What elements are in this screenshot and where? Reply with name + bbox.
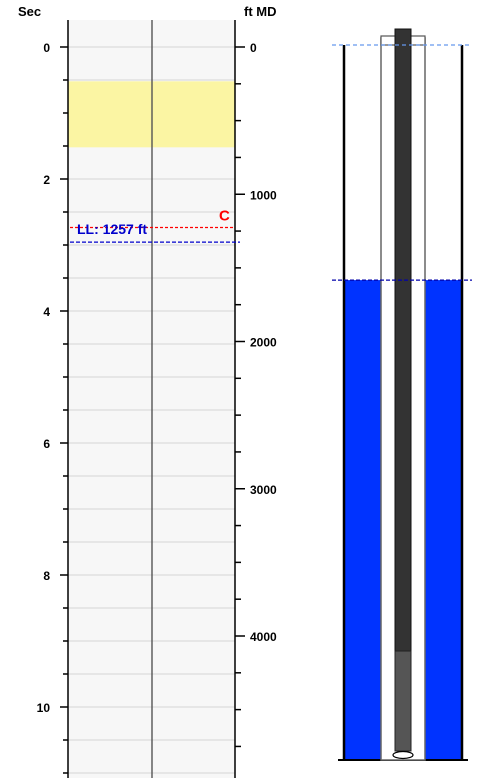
depth-tick-label: 1000 [250, 188, 277, 202]
time-tick-label: 0 [43, 41, 50, 55]
depth-tick-label: 4000 [250, 630, 277, 644]
tubing-shoe [392, 750, 414, 760]
time-tick-label: 10 [37, 701, 51, 715]
depth-axis-title: ft MD [244, 4, 277, 19]
pump-assembly [394, 650, 412, 752]
time-axis-title: Sec [18, 4, 41, 19]
tubing-string [394, 28, 412, 652]
liquid-level-label: LL: 1257 ft [77, 221, 147, 237]
time-axis-ticks: 0 2 4 6 8 10 [37, 41, 68, 774]
time-track-panel: 0 2 4 6 8 10 0 1000 2000 3000 4000 Sec ft MD LL: … [18, 4, 277, 778]
depth-tick-label: 3000 [250, 483, 277, 497]
depth-axis-ticks: 0 1000 2000 3000 4000 [235, 41, 277, 748]
depth-tick-label: 0 [250, 41, 257, 55]
wellbore-schematic [332, 28, 472, 761]
time-tick-label: 4 [43, 305, 50, 319]
time-tick-label: 8 [43, 569, 50, 583]
depth-tick-label: 2000 [250, 336, 277, 350]
time-tick-label: 6 [43, 437, 50, 451]
time-tick-label: 2 [43, 173, 50, 187]
collar-marker-label: C [219, 208, 230, 225]
